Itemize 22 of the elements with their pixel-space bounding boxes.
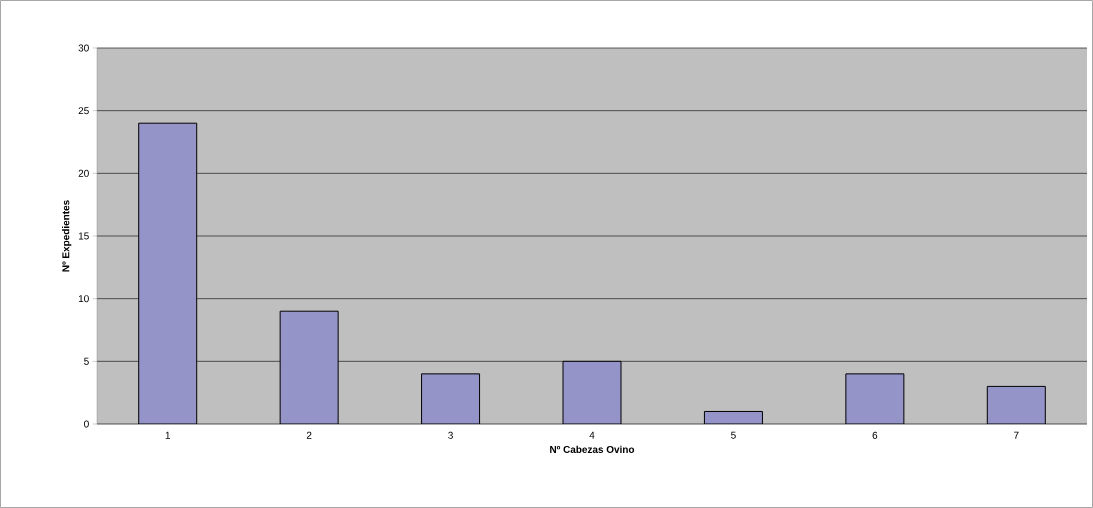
bar	[562, 360, 622, 424]
x-tick-label: 5	[731, 431, 736, 439]
bar	[138, 122, 198, 424]
x-tick-label: 4	[589, 431, 595, 439]
y-axis-title: Nº Expedientes	[62, 200, 72, 272]
y-tick-label: 5	[84, 357, 89, 365]
x-tick-label: 2	[306, 431, 312, 439]
x-tick-label: 6	[872, 431, 878, 439]
y-tick-label: 30	[78, 44, 89, 52]
x-tick-label: 1	[165, 431, 171, 439]
y-tick-label: 15	[78, 232, 89, 240]
bar	[421, 373, 481, 424]
bar	[279, 310, 339, 424]
x-tick-label: 7	[1014, 431, 1019, 439]
y-tick-label: 10	[78, 295, 89, 303]
y-tick-label: 20	[78, 169, 89, 177]
bar	[845, 373, 905, 424]
x-axis-title: Nº Cabezas Ovino	[550, 445, 635, 453]
bar	[986, 385, 1046, 424]
x-tick-label: 3	[448, 431, 453, 439]
y-tick-label: 0	[84, 420, 89, 428]
y-tick-label: 25	[78, 107, 89, 115]
